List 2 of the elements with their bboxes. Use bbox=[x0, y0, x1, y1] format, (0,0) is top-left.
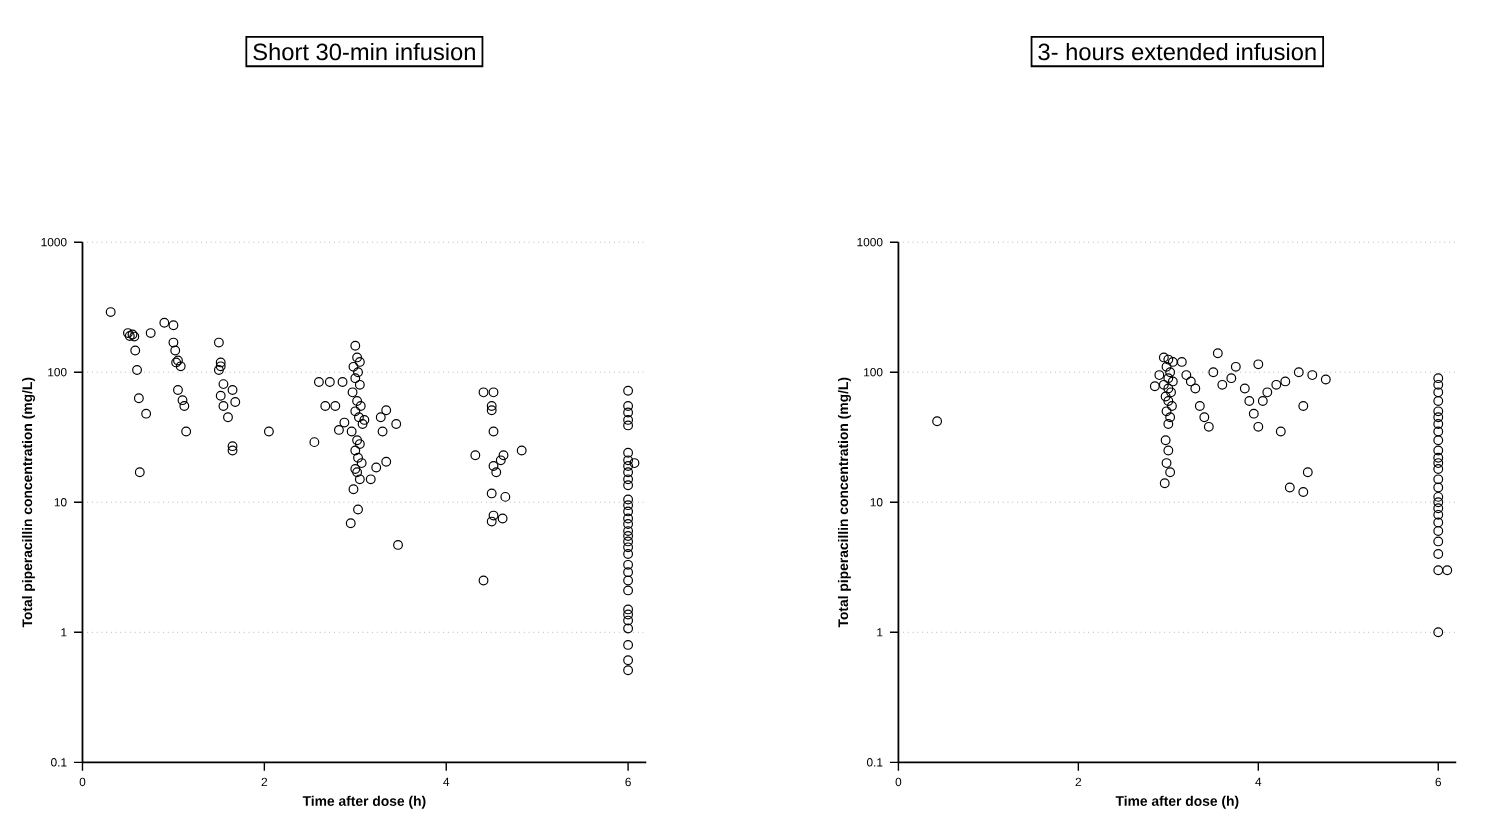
chart-title: 3- hours extended infusion bbox=[1038, 42, 1316, 61]
chart-title: Short 30-min infusion bbox=[253, 42, 475, 61]
